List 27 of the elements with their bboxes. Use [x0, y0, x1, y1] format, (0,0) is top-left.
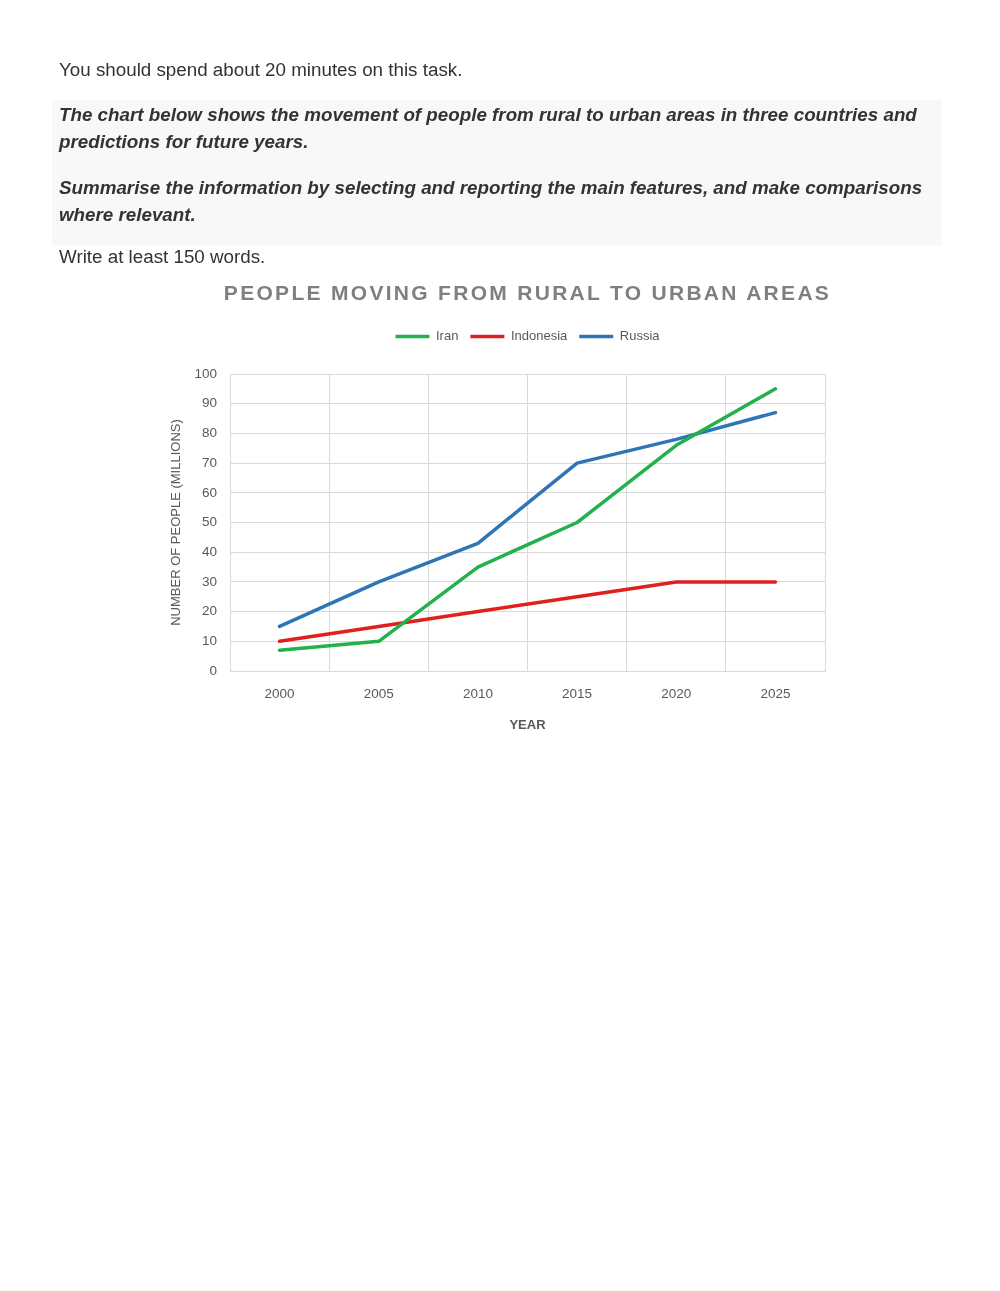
x-tick-label: 2010 [462, 685, 493, 701]
y-tick-label: 50 [201, 514, 217, 530]
x-axis-title: YEAR [509, 716, 547, 732]
text: The chart below shows the movement of people from rural to urban areas in three countries and predictions for future years. [59, 103, 918, 154]
x-tick-label: 2025 [760, 685, 791, 701]
x-tick-label: 2020 [661, 685, 692, 701]
y-axis-title: NUMBER OF PEOPLE (MILLIONS) [168, 419, 184, 626]
y-tick-label: 70 [201, 454, 217, 470]
y-tick-label: 40 [201, 543, 217, 559]
legend-label: Iran [435, 328, 459, 344]
y-tick-label: 100 [194, 365, 217, 381]
y-tick-label: 30 [201, 573, 217, 589]
text: Summarise the information by selecting and reporting the main features, and make comparisons where relevant. [59, 176, 924, 227]
y-tick-label: 20 [201, 603, 217, 619]
chart-title: PEOPLE MOVING FROM RURAL TO URBAN AREAS [223, 281, 832, 305]
text: Write at least 150 words. [59, 246, 266, 268]
y-tick-label: 0 [209, 662, 217, 678]
y-tick-label: 60 [201, 484, 217, 500]
x-tick-label: 2000 [264, 685, 295, 701]
x-tick-label: 2015 [562, 685, 593, 701]
y-tick-label: 90 [201, 395, 217, 411]
x-tick-label: 2005 [363, 685, 394, 701]
text: You should spend about 20 minutes on this task. [59, 59, 463, 81]
y-tick-label: 10 [201, 633, 217, 649]
legend-label: Russia [619, 328, 661, 344]
legend-label: Indonesia [510, 328, 569, 344]
y-tick-label: 80 [201, 425, 217, 441]
